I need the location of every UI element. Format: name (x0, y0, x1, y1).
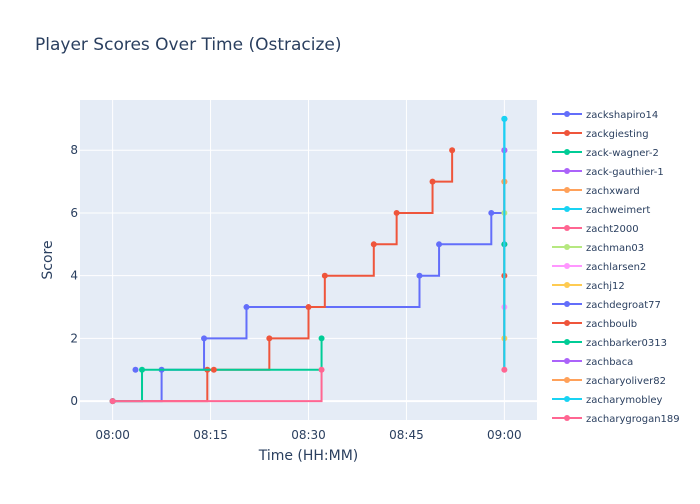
series-line (112, 369, 323, 403)
legend-item: zackshapiro14 (552, 110, 658, 121)
legend-item: zack-wagner-2 (552, 148, 659, 159)
legend-swatch-marker (564, 282, 570, 288)
legend-label: zachdegroat77 (586, 300, 661, 311)
x-tick-label: 08:45 (389, 428, 424, 442)
data-point (393, 209, 400, 216)
legend-item: zachman03 (552, 243, 644, 254)
legend-swatch-marker (564, 358, 570, 364)
legend-label: zachweimert (586, 205, 650, 216)
legend-swatch-marker (564, 149, 570, 155)
data-point (321, 272, 328, 279)
data-point (501, 115, 508, 122)
legend-item: zachxward (552, 186, 640, 197)
legend-swatch-marker (564, 263, 570, 269)
legend-item: zack-gauthier-1 (552, 167, 664, 178)
legend-item: zachweimert (552, 205, 650, 216)
y-tick-label: 4 (70, 269, 78, 283)
legend-swatch-marker (564, 225, 570, 231)
legend-swatch-marker (564, 244, 570, 250)
legend-label: zachbarker0313 (586, 338, 667, 349)
legend-label: zacharymobley (586, 395, 663, 406)
data-point (436, 241, 443, 248)
legend: zackshapiro14 zackgiesting zack-wagner-2 za… (552, 110, 680, 425)
x-axis-label: Time (HH:MM) (258, 448, 359, 464)
data-point (416, 272, 423, 279)
data-point (501, 366, 508, 373)
chart-title: Player Scores Over Time (Ostracize) (35, 35, 342, 55)
legend-swatch-marker (564, 320, 570, 326)
x-tick-label: 08:00 (95, 428, 130, 442)
legend-label: zack-wagner-2 (586, 148, 659, 159)
data-point (243, 304, 250, 311)
legend-item: zackgiesting (552, 129, 649, 140)
data-point (429, 178, 436, 185)
legend-item: zachboulb (552, 319, 637, 330)
legend-label: zachxward (586, 186, 640, 197)
legend-label: zachbaca (586, 357, 633, 368)
series-zacharygrogan189 (501, 366, 508, 373)
data-point (109, 398, 116, 405)
legend-item: zachbarker0313 (552, 338, 667, 349)
legend-swatch-marker (564, 301, 570, 307)
x-tick-label: 08:30 (291, 428, 326, 442)
x-tick-label: 09:00 (487, 428, 522, 442)
legend-swatch-marker (564, 339, 570, 345)
axes: 08:00 08:15 08:30 08:45 09:00 0 2 4 6 8 (70, 143, 521, 442)
legend-swatch-marker (564, 415, 570, 421)
legend-swatch-marker (564, 396, 570, 402)
series-zacht2000 (109, 366, 325, 405)
legend-swatch-marker (564, 111, 570, 117)
legend-item: zacharymobley (552, 395, 663, 406)
data-point (488, 209, 495, 216)
data-point (305, 304, 312, 311)
legend-item: zacht2000 (552, 224, 639, 235)
legend-swatch-marker (564, 187, 570, 193)
legend-label: zachboulb (586, 319, 637, 330)
legend-swatch-marker (564, 206, 570, 212)
y-tick-label: 8 (70, 143, 78, 157)
legend-item: zacharygrogan189 (552, 414, 680, 425)
data-point (201, 335, 208, 342)
legend-label: zackgiesting (586, 129, 649, 140)
legend-label: zacharygrogan189 (586, 414, 680, 425)
legend-label: zachlarsen2 (586, 262, 646, 273)
y-tick-label: 6 (70, 206, 78, 220)
legend-swatch-marker (564, 130, 570, 136)
legend-item: zachj12 (552, 281, 625, 292)
data-point (139, 366, 146, 373)
series-zacharymobley (501, 115, 508, 370)
data-point (449, 147, 456, 154)
legend-item: zachlarsen2 (552, 262, 646, 273)
legend-label: zachj12 (586, 281, 625, 292)
data-point (210, 366, 217, 373)
legend-swatch-marker (564, 168, 570, 174)
legend-item: zachbaca (552, 357, 633, 368)
legend-label: zacht2000 (586, 224, 639, 235)
data-point (318, 335, 325, 342)
legend-item: zacharyoliver82 (552, 376, 666, 387)
y-tick-label: 2 (70, 331, 78, 345)
data-point (266, 335, 273, 342)
data-point (370, 241, 377, 248)
y-tick-label: 0 (70, 394, 78, 408)
legend-label: zack-gauthier-1 (586, 167, 664, 178)
legend-label: zachman03 (586, 243, 644, 254)
legend-label: zackshapiro14 (586, 110, 658, 121)
y-axis-label: Score (40, 240, 56, 279)
data-point (318, 366, 325, 373)
legend-item: zachdegroat77 (552, 300, 661, 311)
legend-swatch-marker (564, 377, 570, 383)
x-tick-label: 08:15 (193, 428, 228, 442)
legend-label: zacharyoliver82 (586, 376, 666, 387)
series-layer (109, 115, 508, 405)
data-point (132, 366, 139, 373)
